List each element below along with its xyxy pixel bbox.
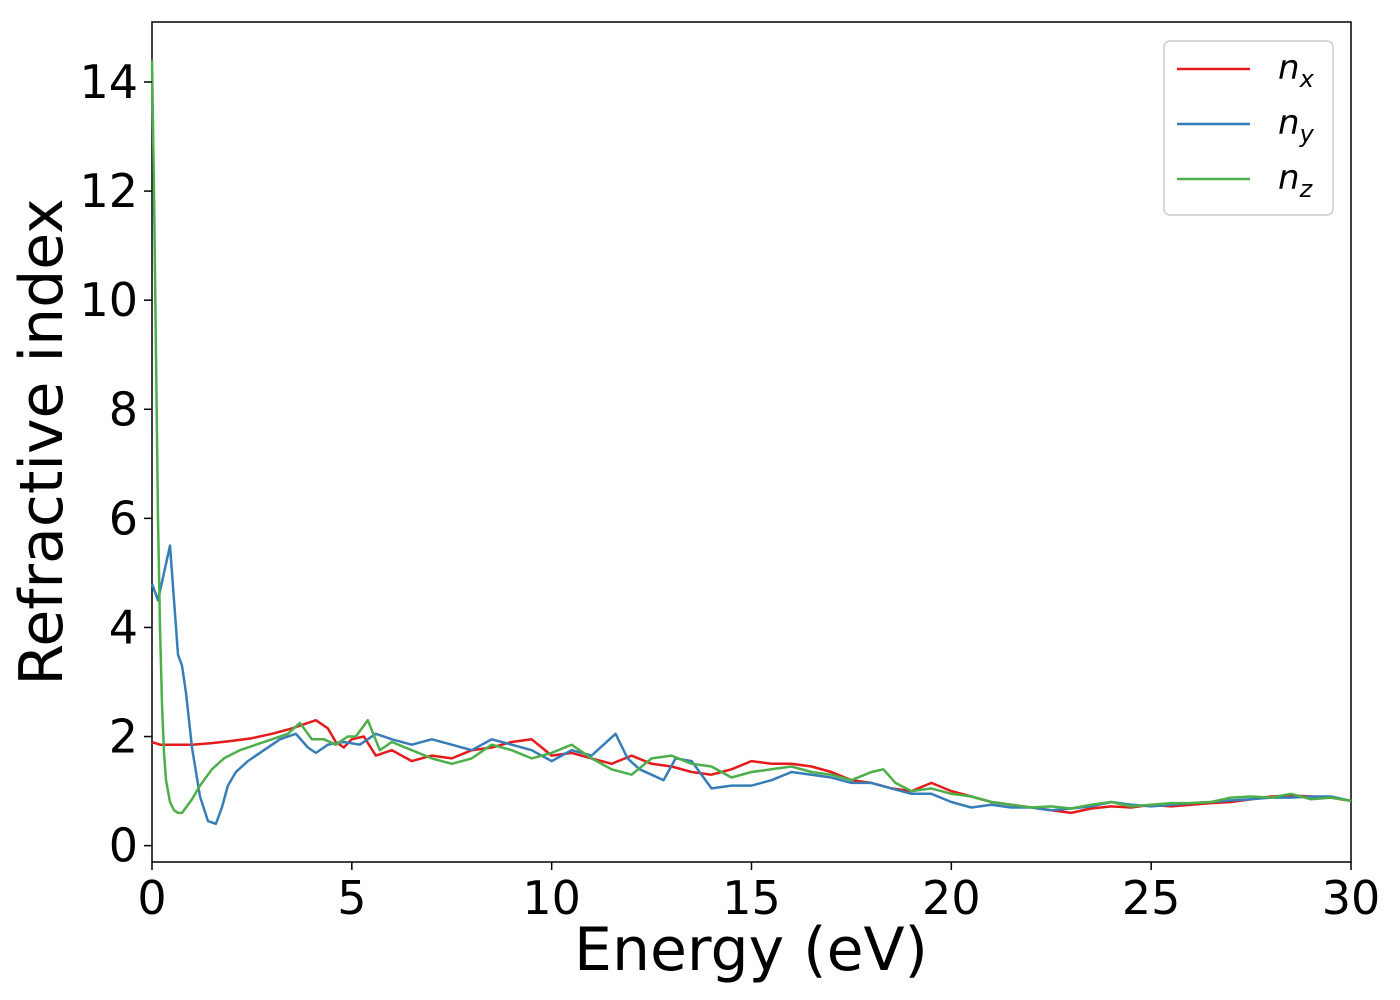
x-axis-ticks: 0 5 10 15 20 25 30 (137, 862, 1380, 925)
x-tick-label: 20 (922, 871, 981, 925)
y-tick-label: 8 (109, 382, 138, 436)
legend-label-nz: nz (1278, 158, 1314, 203)
series-line-nz (150, 60, 1352, 815)
y-tick-label: 12 (79, 164, 138, 218)
x-tick-label: 10 (522, 871, 581, 925)
y-tick-label: 10 (79, 273, 138, 327)
x-tick-label: 25 (1122, 871, 1181, 925)
y-tick-label: 0 (109, 819, 138, 873)
y-axis-label: Refractive index (7, 198, 77, 685)
x-tick-label: 30 (1322, 871, 1381, 925)
legend-label-ny: ny (1278, 103, 1315, 148)
x-tick-label: 5 (337, 871, 366, 925)
y-tick-label: 14 (79, 55, 138, 109)
plot-area (151, 21, 1352, 863)
y-tick-label: 6 (109, 491, 138, 545)
y-tick-label: 4 (109, 600, 138, 654)
legend-box (1163, 40, 1334, 216)
y-axis-ticks: 0 2 4 6 8 10 12 14 (79, 55, 152, 873)
y-tick-label: 2 (109, 710, 138, 764)
x-tick-label: 15 (722, 871, 781, 925)
series-layer (150, 60, 1352, 826)
x-tick-label: 0 (137, 871, 166, 925)
x-axis-label: Energy (eV) (574, 915, 928, 985)
